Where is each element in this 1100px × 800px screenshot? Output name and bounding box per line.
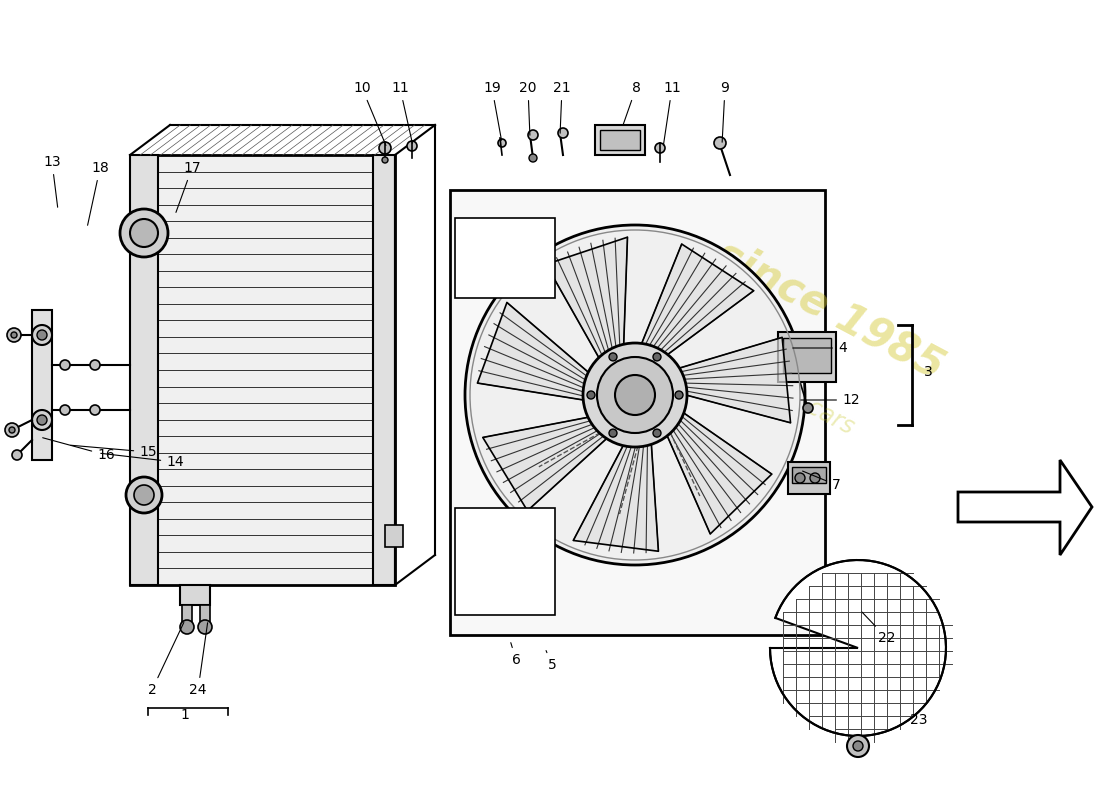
- Circle shape: [11, 332, 16, 338]
- Bar: [130, 155, 395, 585]
- Text: 6: 6: [510, 642, 520, 667]
- Polygon shape: [660, 402, 772, 534]
- Text: 13: 13: [43, 155, 60, 207]
- Circle shape: [810, 473, 820, 483]
- Bar: [182, 605, 192, 627]
- Circle shape: [583, 343, 688, 447]
- Text: 17: 17: [176, 161, 201, 212]
- Text: 11: 11: [392, 81, 412, 143]
- Polygon shape: [477, 302, 602, 402]
- Circle shape: [6, 423, 19, 437]
- Bar: [373, 155, 395, 585]
- Bar: [32, 310, 52, 460]
- Text: since 1985: since 1985: [708, 232, 952, 388]
- Text: a passion for cars: a passion for cars: [662, 320, 858, 440]
- Text: 11: 11: [663, 81, 681, 146]
- Circle shape: [37, 330, 47, 340]
- Circle shape: [126, 477, 162, 513]
- Text: 16: 16: [43, 438, 114, 462]
- Circle shape: [615, 375, 654, 415]
- Circle shape: [654, 143, 666, 153]
- Circle shape: [852, 741, 864, 751]
- Circle shape: [12, 450, 22, 460]
- Circle shape: [597, 357, 673, 433]
- Bar: [783, 338, 830, 373]
- Circle shape: [407, 141, 417, 151]
- Bar: [385, 525, 403, 547]
- Polygon shape: [958, 460, 1092, 555]
- Circle shape: [382, 157, 388, 163]
- Circle shape: [558, 128, 568, 138]
- Circle shape: [847, 735, 869, 757]
- Polygon shape: [483, 414, 619, 510]
- Circle shape: [130, 219, 158, 247]
- Circle shape: [653, 353, 661, 361]
- Text: 5: 5: [546, 650, 557, 672]
- Bar: [778, 332, 836, 382]
- Text: 9: 9: [720, 81, 729, 142]
- Text: 19: 19: [483, 81, 502, 140]
- Circle shape: [9, 427, 15, 433]
- Circle shape: [7, 328, 21, 342]
- Circle shape: [60, 405, 70, 415]
- Text: 22: 22: [862, 612, 895, 645]
- Text: 12: 12: [801, 393, 859, 407]
- Polygon shape: [662, 338, 791, 422]
- Polygon shape: [573, 426, 659, 551]
- Circle shape: [90, 405, 100, 415]
- Circle shape: [529, 154, 537, 162]
- Text: 1: 1: [180, 708, 189, 722]
- Bar: [455, 218, 556, 298]
- Bar: [600, 130, 640, 150]
- Circle shape: [675, 391, 683, 399]
- Text: 7: 7: [803, 471, 840, 492]
- Polygon shape: [770, 560, 946, 736]
- Circle shape: [90, 360, 100, 370]
- Circle shape: [714, 137, 726, 149]
- Text: 3: 3: [924, 365, 933, 379]
- Text: 14: 14: [101, 454, 184, 469]
- Circle shape: [609, 353, 617, 361]
- Bar: [788, 462, 831, 494]
- Circle shape: [32, 325, 52, 345]
- Circle shape: [803, 403, 813, 413]
- Circle shape: [60, 360, 70, 370]
- Text: 10: 10: [353, 81, 386, 146]
- Polygon shape: [546, 237, 627, 373]
- Circle shape: [379, 142, 390, 154]
- Text: 21: 21: [553, 81, 571, 134]
- Circle shape: [653, 429, 661, 437]
- Circle shape: [198, 620, 212, 634]
- Circle shape: [465, 225, 805, 565]
- Circle shape: [120, 209, 168, 257]
- Circle shape: [528, 130, 538, 140]
- Circle shape: [32, 410, 52, 430]
- Bar: [595, 125, 645, 155]
- Bar: [455, 508, 556, 615]
- Bar: [130, 155, 158, 585]
- Circle shape: [609, 429, 617, 437]
- Text: 8: 8: [623, 81, 640, 126]
- Text: 15: 15: [70, 445, 157, 459]
- Circle shape: [180, 620, 194, 634]
- Text: 4: 4: [793, 341, 847, 355]
- Circle shape: [795, 473, 805, 483]
- Bar: [792, 467, 826, 483]
- Text: 18: 18: [88, 161, 109, 226]
- Text: 24: 24: [189, 622, 208, 697]
- Circle shape: [587, 391, 595, 399]
- Circle shape: [37, 415, 47, 425]
- Text: 23: 23: [910, 713, 927, 727]
- Bar: [450, 190, 825, 635]
- Text: 2: 2: [147, 622, 184, 697]
- Circle shape: [498, 139, 506, 147]
- Bar: [180, 585, 210, 605]
- Bar: [200, 605, 210, 627]
- Text: 20: 20: [519, 81, 537, 135]
- Polygon shape: [635, 244, 754, 365]
- Circle shape: [134, 485, 154, 505]
